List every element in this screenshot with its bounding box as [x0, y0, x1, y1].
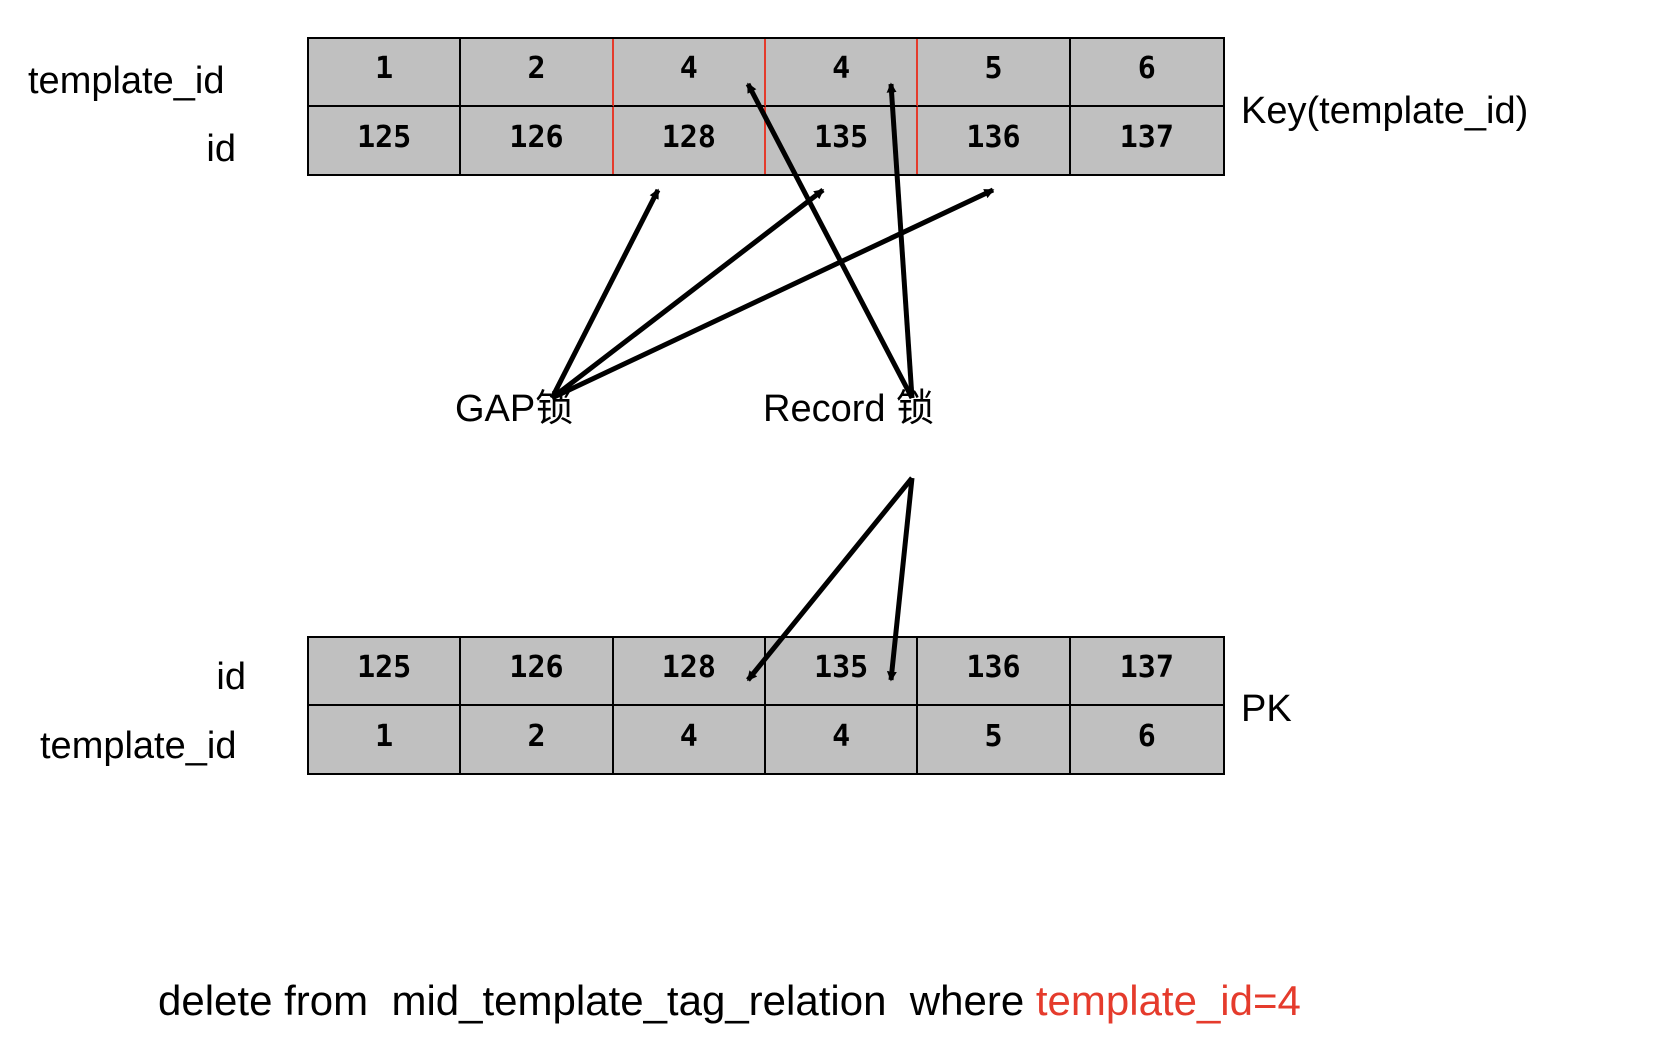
- sql-condition-highlight: template_id=4: [1035, 977, 1301, 1024]
- bottom-cell-template-id-2: 2: [461, 705, 614, 773]
- bottom-cell-template-id-3: 4: [614, 705, 766, 773]
- sql-part-where: where: [909, 977, 1025, 1024]
- gap-lock-label: GAP锁: [455, 388, 574, 430]
- key-index-label: Key(template_id): [1241, 90, 1529, 132]
- top-row-label-id: id: [206, 128, 236, 170]
- secondary-index-table: 1 2 4 4 5 6 125 126 128 135 136 137: [307, 37, 1225, 176]
- sql-part-table: mid_template_tag_relation: [391, 977, 887, 1024]
- bottom-cell-template-id-1: 1: [309, 705, 462, 773]
- bottom-cell-template-id-4: 4: [766, 705, 919, 773]
- bottom-cell-id-3: 128: [613, 638, 766, 706]
- top-cell-template-id-1: 1: [309, 39, 462, 107]
- gap-arrow-2: [550, 188, 825, 400]
- bottom-cell-id-2: 126: [461, 638, 614, 706]
- top-cell-template-id-5: 5: [918, 39, 1071, 107]
- top-cell-id-3: 128: [614, 106, 766, 174]
- sql-part-delete: delete from: [158, 977, 369, 1024]
- gap-arrow-1: [549, 188, 661, 400]
- top-cell-id-1: 125: [309, 106, 462, 174]
- sql-statement: delete from mid_template_tag_relation wh…: [158, 980, 1301, 1022]
- top-cell-id-2: 126: [461, 106, 614, 174]
- bottom-row-label-id: id: [216, 656, 246, 698]
- top-row-label-template-id: template_id: [28, 60, 225, 102]
- top-cell-template-id-6: 6: [1070, 39, 1223, 107]
- pk-label: PK: [1241, 688, 1292, 730]
- primary-key-table: 125 126 128 135 136 137 1 2 4 4 5 6: [307, 636, 1225, 775]
- bottom-cell-id-6: 137: [1070, 638, 1223, 706]
- top-cell-template-id-2: 2: [461, 39, 614, 107]
- bottom-cell-template-id-5: 5: [918, 705, 1071, 773]
- top-cell-id-5: 136: [918, 106, 1071, 174]
- bottom-cell-id-1: 125: [309, 638, 462, 706]
- bottom-row-label-template-id: template_id: [40, 725, 237, 767]
- top-cell-template-id-3: 4: [613, 39, 766, 107]
- bottom-cell-template-id-6: 6: [1137, 718, 1156, 754]
- bottom-cell-id-4: 135: [765, 638, 919, 706]
- record-lock-label: Record 锁: [763, 388, 935, 430]
- gap-arrow-3: [550, 187, 995, 401]
- top-cell-id-6: 137: [1119, 119, 1174, 155]
- bottom-cell-id-5: 136: [918, 638, 1071, 706]
- top-cell-id-4: 135: [766, 106, 919, 174]
- top-cell-template-id-4: 4: [765, 39, 919, 107]
